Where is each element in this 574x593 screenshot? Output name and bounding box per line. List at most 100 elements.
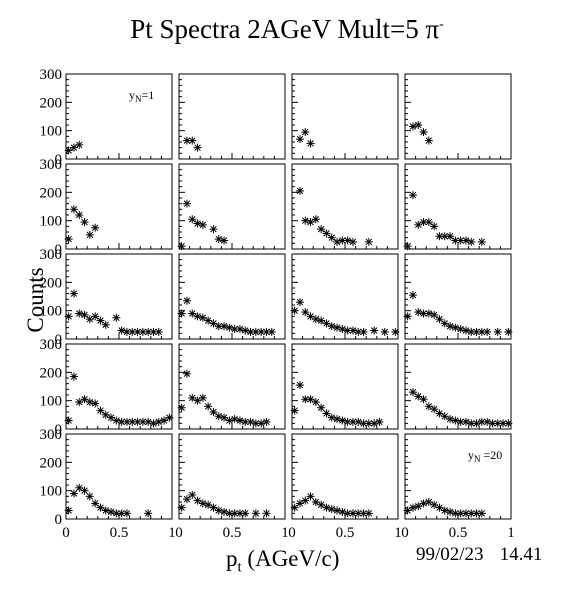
data-point <box>408 388 417 397</box>
data-point <box>182 296 191 305</box>
data-point <box>391 327 400 336</box>
data-point <box>322 319 331 328</box>
panel-frame <box>65 433 173 520</box>
x-tick-label: 0.5 <box>449 525 468 541</box>
panel-frame <box>178 73 286 160</box>
data-point <box>80 310 89 319</box>
panel-frame <box>65 163 173 250</box>
y-tick-label: 200 <box>40 365 63 381</box>
panel-12 <box>403 253 513 340</box>
data-point <box>488 419 497 428</box>
data-point <box>262 417 271 426</box>
data-point <box>451 323 460 332</box>
chart-title: Pt Spectra 2AGeV Mult=5 π- <box>0 14 574 45</box>
panel-18: 0 0.5 1 <box>175 433 289 541</box>
data-point <box>257 419 266 428</box>
data-point <box>327 413 336 422</box>
data-point <box>290 306 299 315</box>
data-point <box>198 499 207 508</box>
panel-9: 0 100 200 300 <box>40 247 173 348</box>
y-tick-label: 300 <box>40 427 63 443</box>
data-point <box>430 222 439 231</box>
panel-1: 0 100 200 300 yN=1 <box>40 67 173 168</box>
chart-title-superscript: - <box>439 17 444 32</box>
data-point <box>301 216 310 225</box>
data-point <box>69 489 78 498</box>
panel-label-sub: N <box>474 454 481 464</box>
data-point <box>128 417 137 426</box>
y-tick-label: 200 <box>40 455 63 471</box>
data-point <box>122 509 131 518</box>
data-point <box>311 498 320 506</box>
y-tick-label: 0 <box>55 422 63 438</box>
data-point <box>177 403 186 412</box>
data-point <box>440 412 449 421</box>
x-axis-label-rest: (AGeV/c) <box>241 546 340 571</box>
data-point <box>364 509 373 518</box>
panel-label: yN =20 <box>468 448 502 464</box>
data-point <box>149 419 158 428</box>
data-point <box>75 211 84 219</box>
data-point <box>64 312 73 321</box>
data-point <box>101 506 110 515</box>
x-tick-label: 1 <box>394 525 402 541</box>
data-point <box>408 503 417 512</box>
data-point <box>225 416 234 425</box>
panel-3 <box>291 73 399 160</box>
y-tick-label: 100 <box>40 394 63 410</box>
panel-frame <box>65 343 173 430</box>
y-tick-label: 0 <box>55 512 63 528</box>
data-point <box>301 308 310 317</box>
data-point <box>440 319 449 328</box>
panel-frame <box>291 343 399 430</box>
data-point <box>80 486 89 495</box>
data-point <box>424 136 433 145</box>
data-point <box>483 327 492 336</box>
data-point <box>461 236 470 245</box>
data-point <box>446 415 455 424</box>
data-point <box>144 417 153 426</box>
data-point <box>370 419 379 428</box>
y-tick-label: 200 <box>40 95 63 111</box>
data-point <box>182 369 191 378</box>
data-point <box>117 509 126 518</box>
data-point <box>267 327 276 336</box>
data-point <box>403 242 412 251</box>
data-point <box>499 419 508 428</box>
y-tick-label: 200 <box>40 185 63 201</box>
data-point <box>209 408 218 416</box>
data-point <box>225 323 234 332</box>
panel-10 <box>177 253 286 340</box>
panel-4 <box>404 73 512 160</box>
data-point <box>112 313 121 322</box>
data-point <box>333 237 342 246</box>
data-point <box>75 398 84 407</box>
data-point <box>85 398 94 407</box>
data-point <box>354 327 363 336</box>
data-point <box>188 490 197 499</box>
chart-title-text: Pt Spectra 2AGeV Mult=5 π <box>130 14 440 44</box>
data-point <box>177 309 186 318</box>
data-point <box>193 219 202 228</box>
data-point <box>154 417 163 426</box>
data-point <box>251 509 260 518</box>
data-point <box>403 312 412 321</box>
x-tick-label: 0.5 <box>223 525 242 541</box>
data-point <box>241 326 250 335</box>
data-point <box>235 416 244 425</box>
data-point <box>182 495 191 504</box>
x-tick-label: 1 <box>168 525 176 541</box>
data-point <box>165 413 174 422</box>
data-point <box>154 327 163 336</box>
data-point <box>117 417 126 426</box>
data-point <box>177 242 186 251</box>
data-point <box>96 406 105 415</box>
data-point <box>306 139 315 148</box>
data-point <box>138 417 147 426</box>
data-point <box>262 327 271 336</box>
x-axis-label-sub: t <box>237 559 242 576</box>
x-tick-label: 1 <box>507 525 515 541</box>
data-point <box>467 237 476 246</box>
data-point <box>348 237 357 246</box>
panel-19: 0 0.5 1 <box>288 433 402 541</box>
